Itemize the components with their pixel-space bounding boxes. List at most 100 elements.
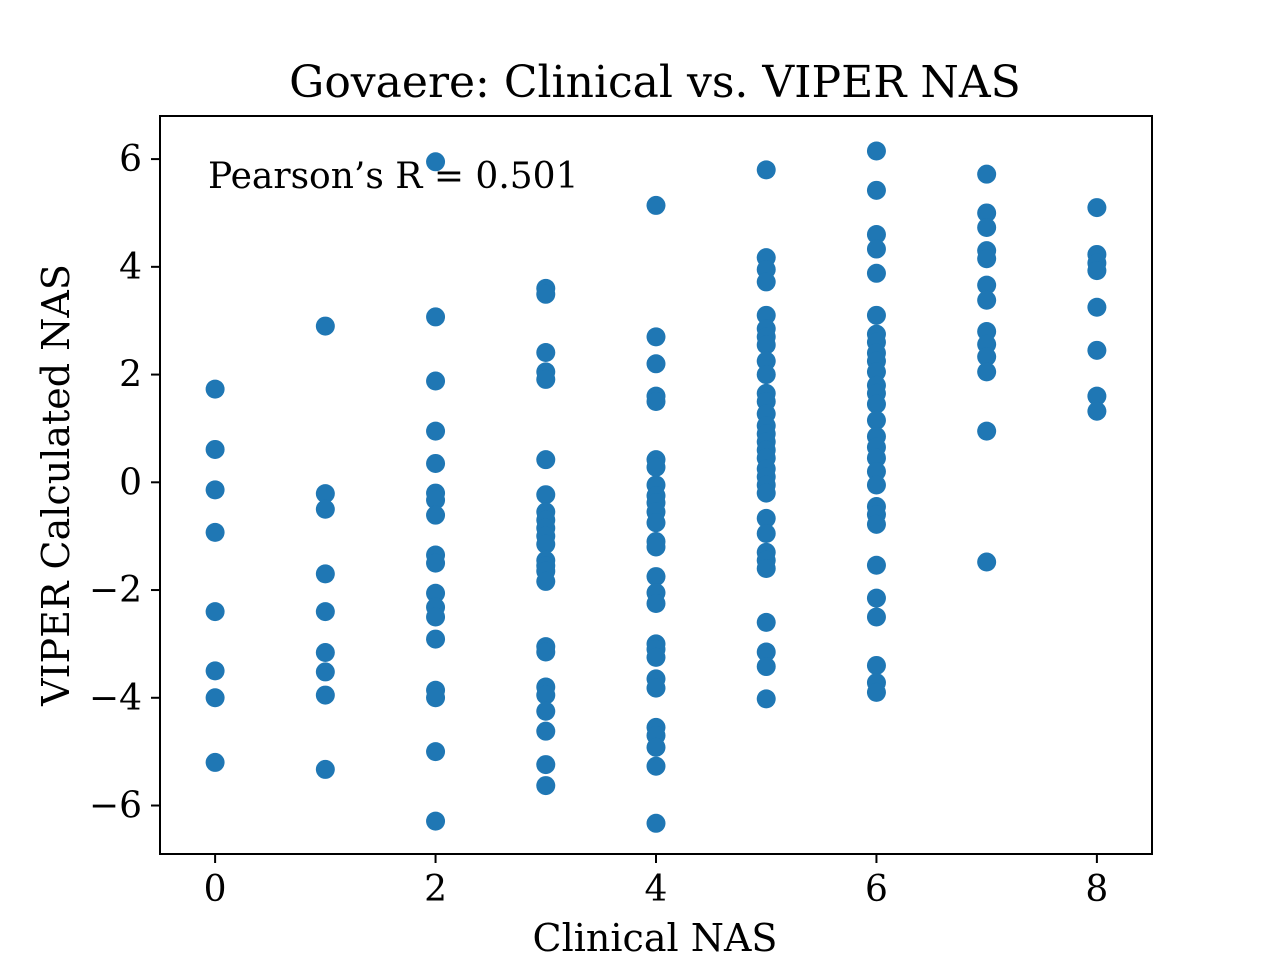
data-point bbox=[536, 534, 556, 554]
data-point bbox=[426, 742, 446, 762]
data-point bbox=[1087, 297, 1107, 317]
data-point bbox=[315, 499, 335, 519]
data-point bbox=[536, 701, 556, 721]
data-point bbox=[205, 439, 225, 459]
data-point bbox=[315, 643, 335, 663]
data-point bbox=[426, 307, 446, 327]
pearson-annotation: Pearson’s R = 0.501 bbox=[208, 156, 579, 197]
x-tick-label: 2 bbox=[424, 869, 447, 910]
y-tick-label: 0 bbox=[119, 462, 142, 503]
data-point bbox=[646, 567, 666, 587]
data-point bbox=[315, 759, 335, 779]
x-tick-label: 6 bbox=[865, 869, 888, 910]
data-point bbox=[205, 379, 225, 399]
data-point bbox=[866, 462, 886, 482]
data-point bbox=[646, 457, 666, 477]
data-point bbox=[1087, 198, 1107, 218]
y-tick-label: 6 bbox=[119, 139, 142, 180]
data-point bbox=[646, 327, 666, 347]
data-point bbox=[426, 607, 446, 627]
data-point bbox=[866, 362, 886, 382]
data-point bbox=[646, 537, 666, 557]
data-point bbox=[866, 475, 886, 495]
data-point bbox=[756, 160, 776, 180]
data-point bbox=[756, 657, 776, 677]
y-tick-label: −4 bbox=[89, 678, 142, 719]
data-point bbox=[756, 335, 776, 355]
data-point bbox=[756, 305, 776, 325]
data-point bbox=[866, 305, 886, 325]
data-point bbox=[536, 721, 556, 741]
data-point bbox=[866, 607, 886, 627]
data-point bbox=[1087, 386, 1107, 406]
data-point bbox=[756, 558, 776, 578]
data-point bbox=[1087, 401, 1107, 421]
y-tick-label: −6 bbox=[89, 786, 142, 827]
data-point bbox=[205, 522, 225, 542]
data-point bbox=[977, 347, 997, 367]
data-point bbox=[426, 688, 446, 708]
data-point bbox=[646, 756, 666, 776]
data-point bbox=[1087, 261, 1107, 281]
data-point bbox=[426, 629, 446, 649]
data-point bbox=[536, 571, 556, 591]
x-tick-label: 8 bbox=[1085, 869, 1108, 910]
data-point bbox=[866, 682, 886, 702]
data-point bbox=[426, 490, 446, 510]
data-point bbox=[866, 410, 886, 430]
plot-area-frame bbox=[159, 115, 1153, 855]
data-point bbox=[315, 602, 335, 622]
data-point bbox=[756, 365, 776, 385]
data-point bbox=[977, 421, 997, 441]
data-point bbox=[866, 225, 886, 245]
data-point bbox=[866, 180, 886, 200]
data-point bbox=[536, 369, 556, 389]
data-point bbox=[536, 450, 556, 470]
data-point bbox=[866, 239, 886, 259]
data-point bbox=[426, 371, 446, 391]
data-point bbox=[977, 552, 997, 572]
data-point bbox=[866, 448, 886, 468]
y-tick-label: 4 bbox=[119, 247, 142, 288]
data-point bbox=[646, 737, 666, 757]
x-axis-label: Clinical NAS bbox=[533, 916, 778, 960]
data-point bbox=[646, 354, 666, 374]
data-point bbox=[536, 642, 556, 662]
data-point bbox=[866, 655, 886, 675]
data-point bbox=[866, 141, 886, 161]
data-point bbox=[426, 152, 446, 172]
data-point bbox=[315, 564, 335, 584]
y-axis-ticks: −6 −4 −2 0 2 4 6 bbox=[89, 139, 160, 827]
data-point bbox=[315, 484, 335, 504]
data-point bbox=[977, 218, 997, 238]
data-point bbox=[646, 678, 666, 698]
data-point bbox=[205, 602, 225, 622]
data-point bbox=[756, 612, 776, 632]
data-point bbox=[205, 688, 225, 708]
data-point bbox=[977, 203, 997, 223]
data-point bbox=[536, 284, 556, 304]
data-point bbox=[977, 275, 997, 295]
data-point bbox=[205, 661, 225, 681]
data-point bbox=[426, 553, 446, 573]
data-point bbox=[426, 505, 446, 525]
data-point bbox=[866, 263, 886, 283]
data-point bbox=[205, 480, 225, 500]
data-point bbox=[536, 685, 556, 705]
data-point bbox=[756, 508, 776, 528]
data-point bbox=[756, 523, 776, 543]
chart-title: Govaere: Clinical vs. VIPER NAS bbox=[289, 57, 1021, 108]
data-point bbox=[536, 755, 556, 775]
data-point bbox=[646, 813, 666, 833]
data-point bbox=[756, 483, 776, 503]
data-point bbox=[756, 642, 776, 662]
x-tick-label: 4 bbox=[645, 869, 668, 910]
data-point bbox=[426, 453, 446, 473]
data-point bbox=[646, 647, 666, 667]
data-point bbox=[866, 514, 886, 534]
y-tick-label: 2 bbox=[119, 355, 142, 396]
data-point bbox=[977, 290, 997, 310]
data-point bbox=[205, 752, 225, 772]
data-point bbox=[756, 272, 776, 292]
